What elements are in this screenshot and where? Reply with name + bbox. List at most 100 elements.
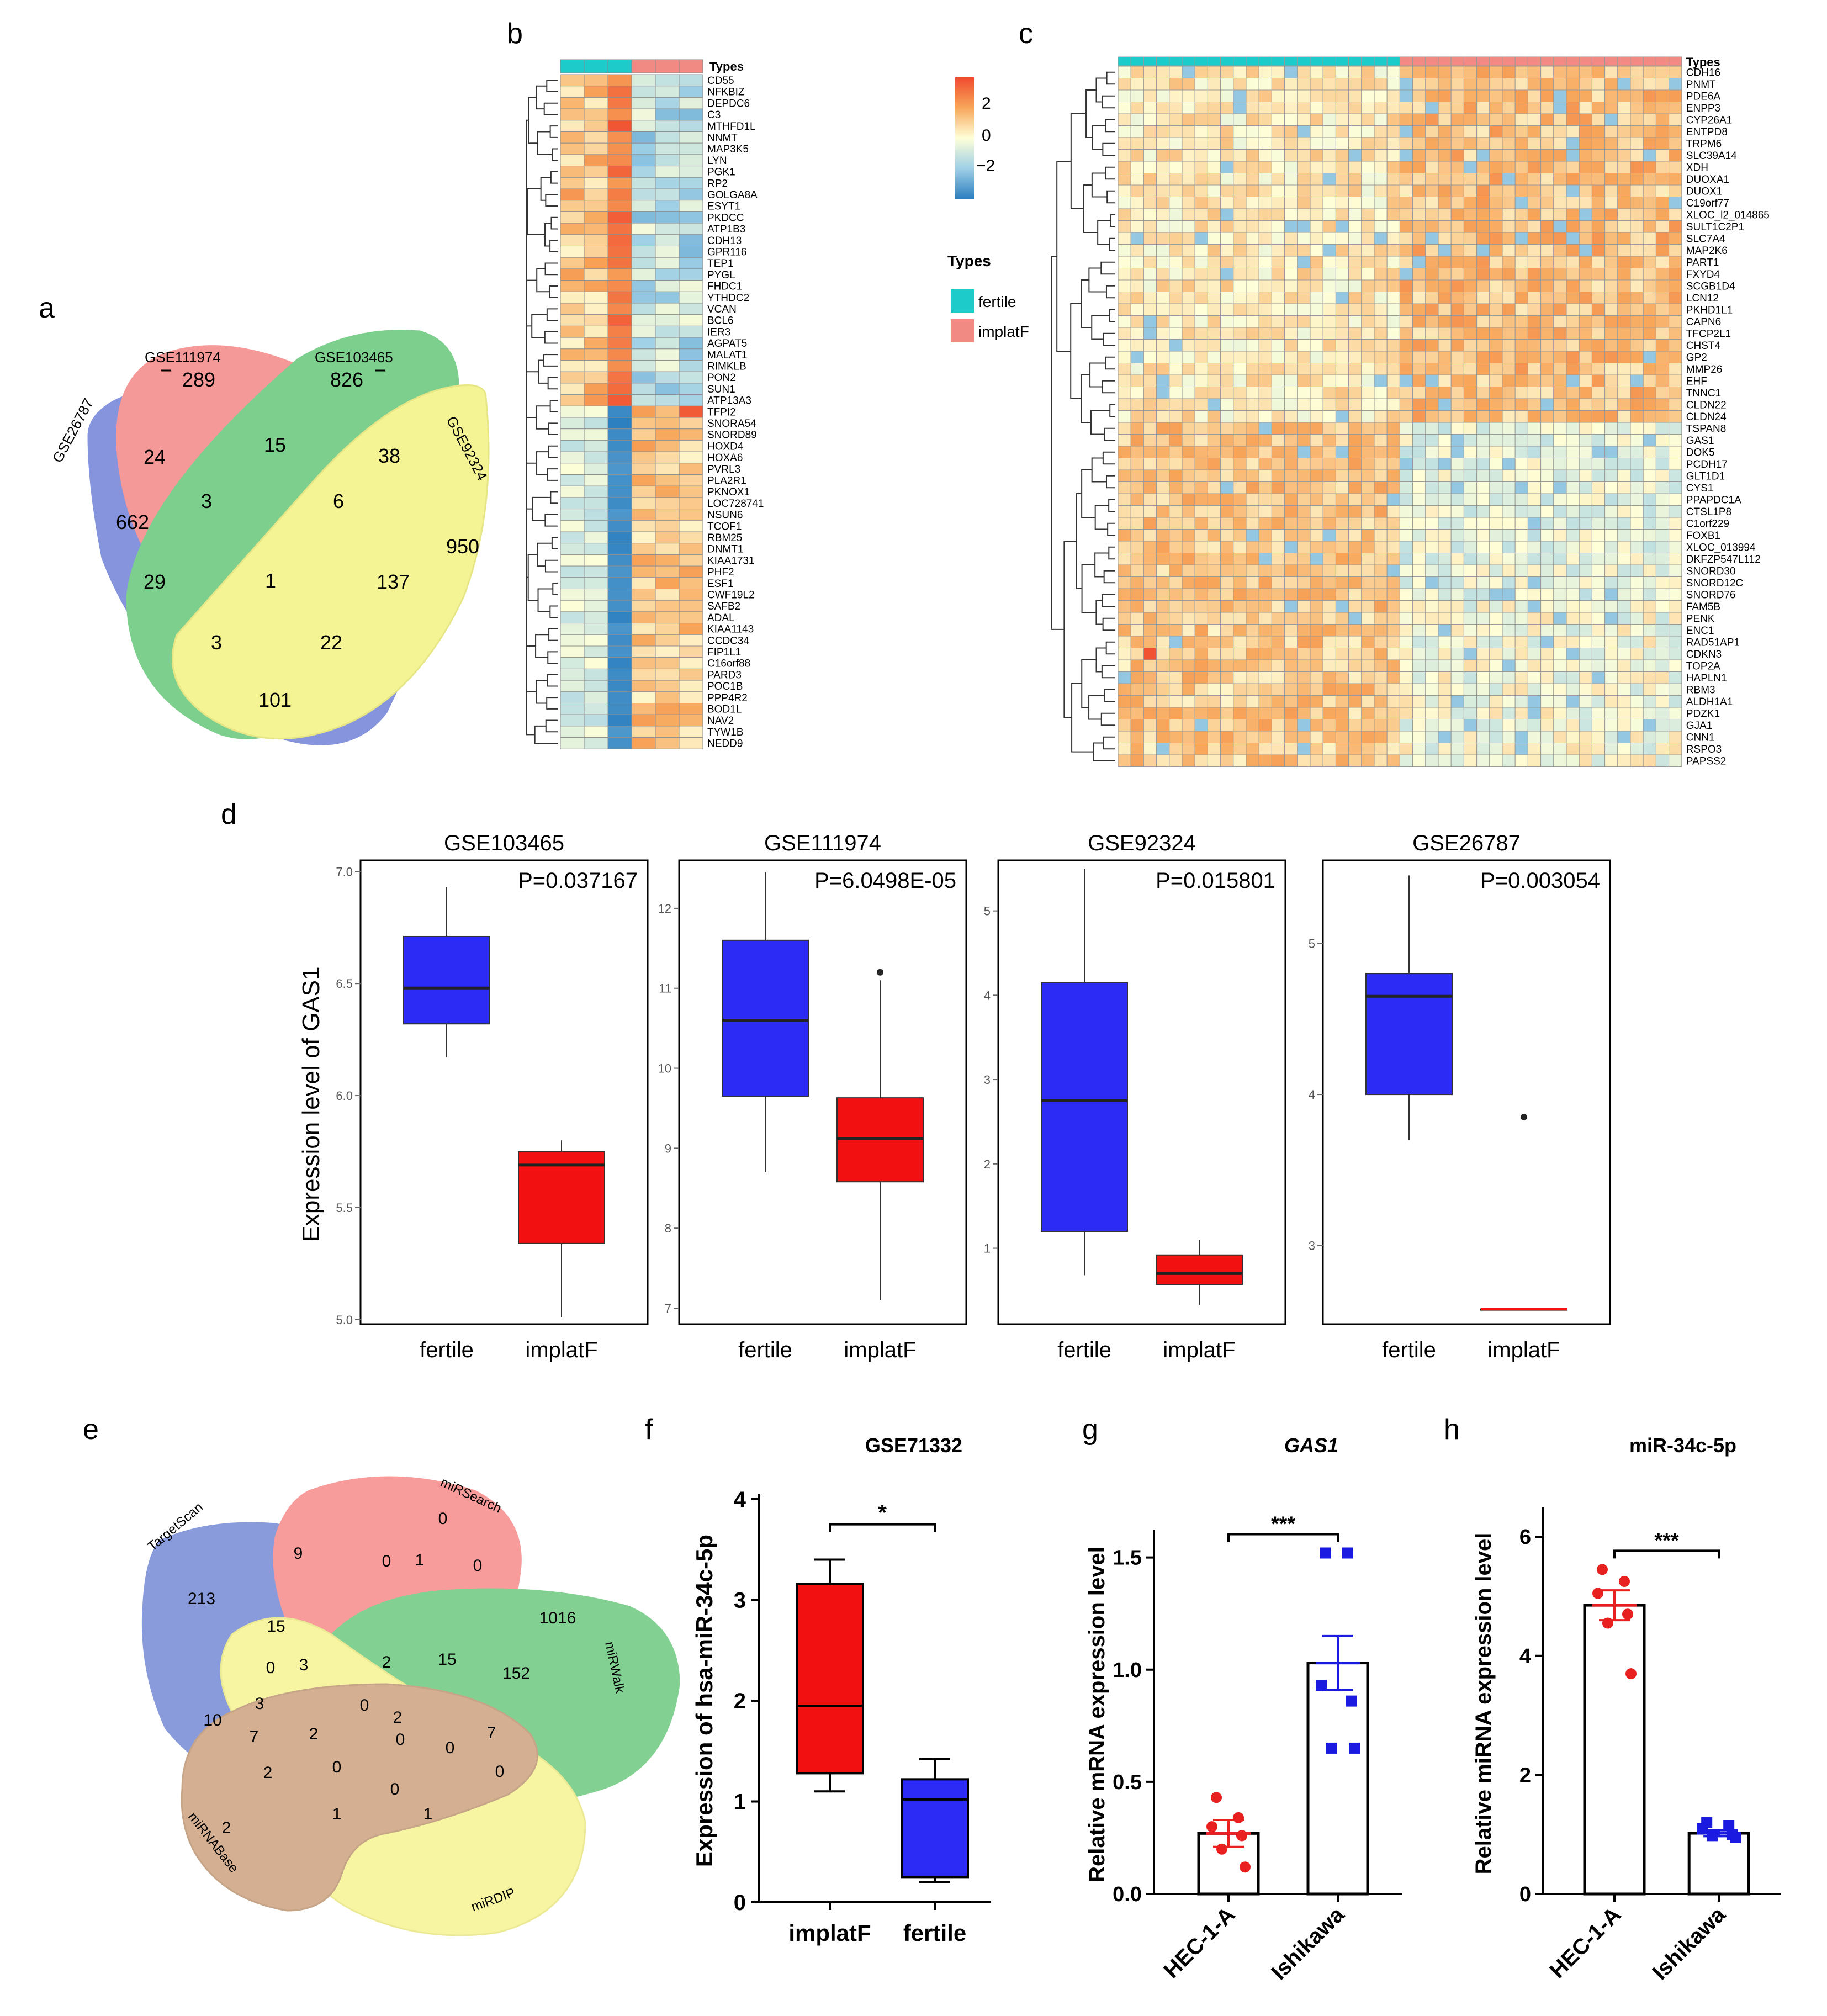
heatmap-cell: [1361, 244, 1375, 257]
heatmap-cell: [1617, 541, 1631, 553]
heatmap-cell: [1246, 161, 1259, 173]
dendrogram-branch: [544, 262, 558, 276]
heatmap-cell: [1514, 292, 1528, 304]
heatmap-cell: [1297, 648, 1311, 660]
heatmap-cell: [1399, 161, 1413, 173]
venn-e-count: 0: [473, 1557, 483, 1575]
heatmap-cell: [1182, 659, 1195, 672]
dendrogram-branch: [548, 628, 558, 641]
heatmap-cell: [679, 714, 703, 727]
heatmap-cell: [1130, 102, 1144, 114]
heatmap-cell: [1425, 244, 1439, 257]
heatmap-cell: [1450, 89, 1464, 102]
heatmap-cell: [1463, 387, 1478, 399]
heatmap-cell: [1118, 505, 1131, 518]
heatmap-cell: [1502, 351, 1516, 363]
heatmap-cell: [1412, 208, 1426, 221]
heatmap-cell: [1335, 113, 1349, 126]
heatmap-cell: [1412, 89, 1426, 102]
heatmap-cell: [1399, 184, 1413, 197]
heatmap-cell: [1463, 244, 1478, 257]
heatmap-cell: [1220, 244, 1234, 257]
heatmap-cell: [655, 383, 680, 395]
heatmap-cell: [679, 257, 703, 269]
heatmap-cell: [1284, 256, 1298, 268]
heatmap-cell: [1386, 351, 1400, 363]
heatmap-cell: [1297, 125, 1311, 138]
heatmap-cell: [1425, 315, 1439, 328]
heatmap-cell: [1182, 410, 1195, 423]
heatmap-cell: [1194, 588, 1208, 601]
heatmap-cell: [1425, 493, 1439, 506]
heatmap-cell: [584, 623, 608, 635]
heatmap-cell: [1310, 671, 1323, 684]
heatmap-cell: [560, 703, 585, 715]
heatmap-cell: [1130, 505, 1144, 518]
heatmap-cell: [655, 337, 680, 350]
heatmap-cell: [1630, 327, 1644, 340]
heatmap-cell: [607, 257, 632, 269]
heatmap-cell: [1566, 636, 1580, 648]
annotation-cell: [1194, 56, 1208, 66]
heatmap-cell: [1220, 576, 1234, 589]
y-tick-label: 7.0: [336, 865, 353, 879]
heatmap-cell: [1233, 743, 1247, 755]
heatmap-cell: [1374, 374, 1388, 387]
heatmap-cell: [1297, 731, 1311, 743]
heatmap-cell: [1540, 149, 1554, 162]
heatmap-cell: [1553, 374, 1567, 387]
heatmap-cell: [1361, 588, 1375, 601]
heatmap-cell: [1118, 541, 1131, 553]
heatmap-cell: [1130, 220, 1144, 233]
heatmap-cell: [1425, 683, 1439, 696]
heatmap-cell: [1361, 149, 1375, 162]
heatmap-cell: [1643, 279, 1656, 292]
heatmap-cell: [1271, 184, 1285, 197]
heatmap-cell: [1450, 743, 1464, 755]
heatmap-cell: [1271, 279, 1285, 292]
heatmap-cell: [1566, 232, 1580, 245]
heatmap-cell: [1220, 398, 1234, 411]
heatmap-cell: [1361, 553, 1375, 565]
heatmap-cell: [1463, 636, 1478, 648]
heatmap-cell: [1514, 279, 1528, 292]
heatmap-cell: [560, 268, 585, 281]
data-point: [1622, 1608, 1633, 1620]
heatmap-cell: [1246, 553, 1259, 565]
heatmap-cell: [1553, 149, 1567, 162]
heatmap-cell: [1489, 89, 1503, 102]
dendrogram-branch: [526, 645, 537, 692]
heatmap-cell: [1579, 458, 1592, 470]
gene-label: NSUN6: [707, 510, 743, 521]
heatmap-cell: [1297, 529, 1311, 542]
heatmap-cell: [1412, 279, 1426, 292]
heatmap-cell: [1194, 731, 1208, 743]
dendrogram-branch: [1106, 190, 1115, 204]
heatmap-cell: [1630, 149, 1644, 162]
heatmap-cell: [1233, 576, 1247, 589]
heatmap-cell: [1591, 648, 1606, 660]
heatmap-cell: [560, 120, 585, 133]
heatmap-cell: [1386, 553, 1400, 565]
heatmap-cell: [1617, 410, 1631, 423]
heatmap-cell: [1630, 351, 1644, 363]
heatmap-cell: [1207, 398, 1221, 411]
heatmap-cell: [631, 108, 656, 121]
heatmap-cell: [655, 737, 680, 749]
heatmap-cell: [1514, 303, 1528, 316]
x-tick-label: fertile: [420, 1338, 474, 1362]
heatmap-cell: [1156, 351, 1170, 363]
dendrogram-branch: [544, 514, 558, 527]
heatmap-cell: [1463, 292, 1478, 304]
heatmap-cell: [1156, 493, 1170, 506]
heatmap-cell: [1143, 89, 1157, 102]
heatmap-cell: [1118, 743, 1131, 755]
heatmap-cell: [1374, 173, 1388, 186]
heatmap-cell: [1399, 481, 1413, 494]
heatmap-cell: [1527, 446, 1542, 458]
heatmap-cell: [1386, 374, 1400, 387]
heatmap-cell: [655, 268, 680, 281]
heatmap-cell: [1502, 78, 1516, 91]
heatmap-cell: [655, 142, 680, 155]
heatmap-cell: [1476, 493, 1490, 506]
